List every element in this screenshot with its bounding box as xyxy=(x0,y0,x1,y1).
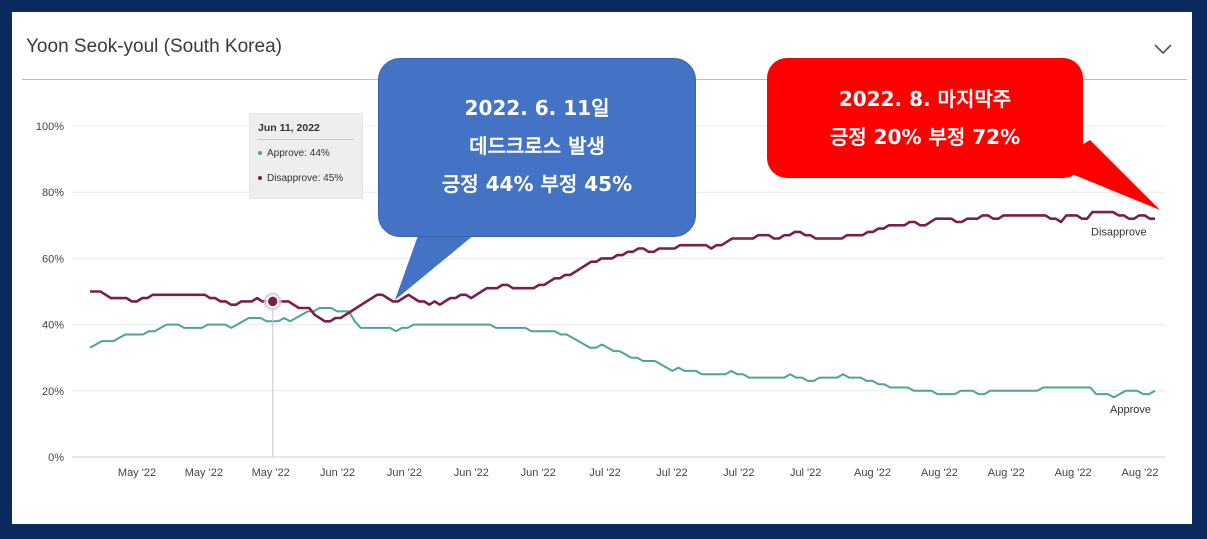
y-tick-label: 60% xyxy=(42,253,64,265)
tooltip-approve-row: Approve: 44% xyxy=(258,148,330,159)
tooltip-divider xyxy=(258,139,354,140)
series-line-approve xyxy=(89,307,1156,399)
callout-left-tail xyxy=(395,230,480,300)
x-tick-label: May '22 xyxy=(252,467,290,479)
callout-left-line3: 긍정 44% 부정 45% xyxy=(441,172,633,196)
y-tick-label: 80% xyxy=(42,187,64,199)
disapprove-series-label: Disapprove xyxy=(1091,227,1147,239)
callout-right: 2022. 8. 마지막주 긍정 20% 부정 72% xyxy=(767,58,1083,178)
x-tick-label: May '22 xyxy=(185,467,223,479)
tooltip-disapprove-row: Disapprove: 45% xyxy=(258,173,343,184)
disapprove-dot-icon xyxy=(258,176,262,181)
y-tick-label: 100% xyxy=(36,121,64,133)
callout-left: 2022. 6. 11일 데드크로스 발생 긍정 44% 부정 45% xyxy=(378,58,696,237)
x-tick-label: Jul '22 xyxy=(723,467,754,479)
tooltip-date: Jun 11, 2022 xyxy=(258,122,320,134)
callout-left-line1: 2022. 6. 11일 xyxy=(464,96,610,120)
x-tick-label: Jun '22 xyxy=(521,467,556,479)
x-tick-label: May '22 xyxy=(118,467,156,479)
callout-right-line2: 긍정 20% 부정 72% xyxy=(829,125,1021,149)
x-tick-label: Aug '22 xyxy=(854,467,891,479)
x-tick-label: Aug '22 xyxy=(1055,467,1092,479)
x-tick-label: Aug '22 xyxy=(921,467,958,479)
y-tick-label: 20% xyxy=(42,386,64,398)
x-tick-label: Aug '22 xyxy=(1122,467,1159,479)
y-tick-label: 40% xyxy=(42,320,64,332)
approve-series-label: Approve xyxy=(1110,404,1151,416)
x-tick-label: Jun '22 xyxy=(320,467,355,479)
x-tick-label: Jul '22 xyxy=(790,467,821,479)
x-tick-label: Jul '22 xyxy=(656,467,687,479)
x-tick-label: Jul '22 xyxy=(589,467,620,479)
tooltip-approve: Approve: 44% xyxy=(267,148,330,159)
highlight-point xyxy=(266,295,279,308)
approve-dot-icon xyxy=(258,151,262,156)
chart-tooltip: Jun 11, 2022 Approve: 44% Disapprove: 45… xyxy=(249,113,363,199)
y-tick-label: 0% xyxy=(48,452,64,464)
page-title: Yoon Seok-youl (South Korea) xyxy=(26,36,282,57)
tooltip-disapprove: Disapprove: 45% xyxy=(267,173,344,184)
callout-left-line2: 데드크로스 발생 xyxy=(469,134,605,158)
callout-right-line1: 2022. 8. 마지막주 xyxy=(838,87,1012,111)
x-tick-label: Aug '22 xyxy=(988,467,1025,479)
chevron-down-icon[interactable] xyxy=(1154,42,1172,56)
x-tick-label: Jun '22 xyxy=(454,467,489,479)
x-tick-label: Jun '22 xyxy=(387,467,422,479)
